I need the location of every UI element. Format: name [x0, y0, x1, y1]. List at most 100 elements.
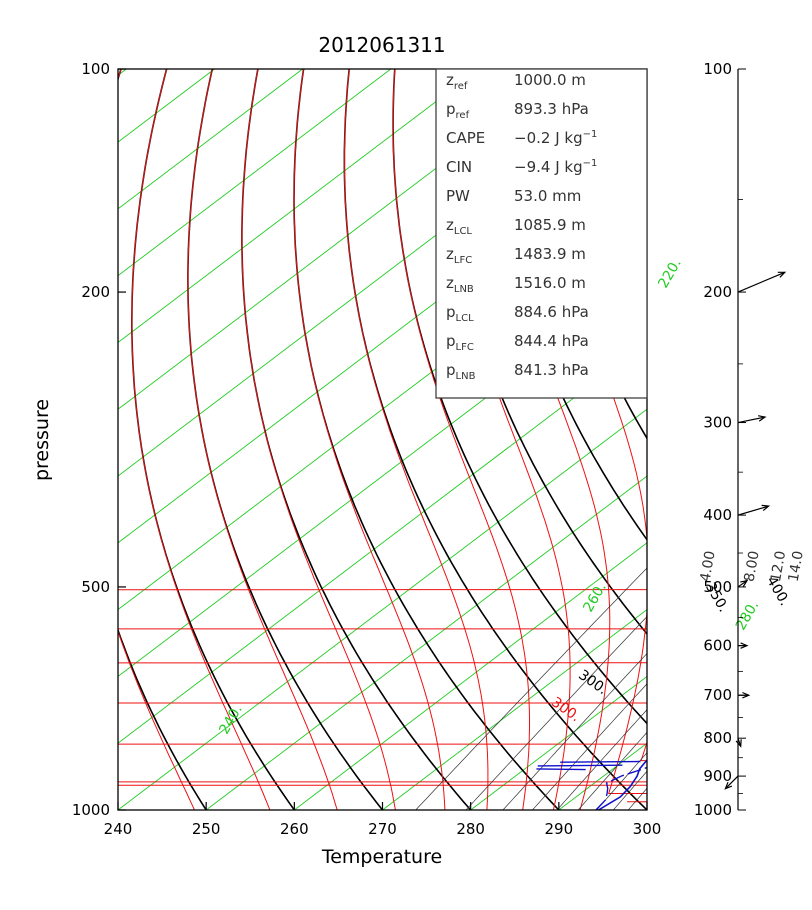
isotherm-line — [118, 408, 647, 810]
moist-adiabat-line — [293, 69, 446, 810]
sounding-parameters-box: zref 1000.0 m pref 893.3 hPa CAPE −0.2 J kg−1… — [435, 68, 648, 399]
x-axis-title: Temperature — [321, 846, 442, 868]
wind-axis-label: 600 — [703, 637, 732, 655]
mixing-ratio-label: 8.00 — [742, 550, 763, 583]
x-tick-label: 300 — [633, 820, 662, 838]
info-label: pLFC — [446, 332, 474, 353]
dewpoint-spike-line — [537, 764, 623, 767]
wind-arrow-head — [742, 691, 751, 699]
mixing-ratio-line — [577, 731, 647, 810]
moist-adiabat-line — [0, 505, 812, 810]
moist-adiabat-line — [118, 69, 195, 810]
wind-axis-label: 200 — [703, 283, 732, 301]
moist-adiabat-line — [187, 69, 338, 810]
dewpoint-profile-line — [595, 766, 647, 810]
info-value: 1483.9 m — [514, 245, 586, 263]
isotherm-line — [118, 69, 127, 76]
isotherm-line — [118, 69, 392, 277]
mixing-ratio-line — [415, 567, 647, 810]
dewpoint-spike-line — [536, 768, 586, 771]
info-value: 1085.9 m — [514, 216, 586, 234]
mixing-ratio-line — [556, 709, 647, 810]
isotherm-label: 280. — [733, 598, 762, 633]
moist-adiabat-line — [392, 69, 530, 810]
moist-adiabat-line — [0, 69, 812, 810]
info-value: 884.6 hPa — [514, 303, 589, 321]
dewpoint-spike-line — [560, 760, 641, 763]
moist-adiabat-line — [0, 69, 812, 810]
isotherm-label: 220. — [655, 256, 684, 291]
y-tick-label: 200 — [81, 283, 110, 301]
wind-profile-panel: 100 200 300 400 500 600 700 800 900 1000 — [694, 60, 787, 819]
moist-adiabat-label: 300. — [548, 694, 583, 725]
wind-axis-label: 800 — [703, 729, 732, 747]
wind-axis-label: 400 — [703, 506, 732, 524]
info-value: 841.3 hPa — [514, 361, 589, 379]
isotherm-line — [382, 609, 647, 810]
x-tick-label: 260 — [280, 820, 309, 838]
mixing-ratio-label: 4.00 — [698, 550, 719, 583]
sounding-traces — [536, 302, 812, 810]
wind-axis-label: 300 — [703, 414, 732, 432]
moist-adiabat-line — [241, 69, 396, 810]
dry-adiabat-line — [760, 69, 812, 810]
y-axis-title: pressure — [31, 399, 53, 481]
wind-arrow-head — [757, 415, 767, 422]
dry-adiabat-line — [118, 69, 207, 810]
x-tick-label: 270 — [368, 820, 397, 838]
wind-arrow — [724, 775, 739, 790]
info-value: −9.4 J kg−1 — [514, 158, 597, 176]
isotherm-line — [294, 542, 647, 810]
moist-adiabat-line — [343, 69, 489, 810]
x-tick-label: 250 — [192, 820, 221, 838]
info-label: pLCL — [446, 303, 474, 324]
info-label: pref — [446, 100, 470, 121]
info-value: −0.2 J kg−1 — [514, 129, 597, 147]
dry-adiabat-line — [806, 69, 812, 810]
mixing-ratio-line — [532, 683, 647, 810]
isotherm-line — [118, 208, 647, 611]
isotherm-line — [118, 275, 647, 678]
mixing-ratio-label: 12.0 — [768, 550, 789, 583]
wind-axis-label: 100 — [703, 60, 732, 78]
wind-arrow — [737, 416, 766, 424]
isotherm-label: 240. — [216, 702, 245, 737]
wind-axis-label: 1000 — [694, 801, 732, 819]
dry-adiabat-line — [669, 69, 812, 810]
mixing-ratio-line — [655, 453, 812, 810]
isotherm-line — [470, 675, 647, 810]
info-value: 1000.0 m — [514, 71, 586, 89]
info-label: zref — [446, 71, 468, 92]
isotherm-line — [205, 475, 647, 810]
isotherm-line — [118, 341, 647, 744]
wind-arrow-head — [761, 504, 771, 512]
mixing-ratio-line — [465, 616, 647, 810]
info-label: CIN — [446, 158, 472, 176]
info-label: pLNB — [446, 361, 476, 382]
moist-adiabat-line — [0, 69, 812, 810]
info-box-frame — [435, 68, 648, 399]
moist-adiabat-line — [131, 69, 271, 810]
wind-axis-label: 900 — [703, 767, 732, 785]
info-label: zLCL — [446, 216, 472, 237]
mixing-ratio-line — [502, 652, 647, 810]
isotherm-line — [118, 69, 480, 344]
wind-arrow — [737, 271, 786, 293]
info-value: 893.3 hPa — [514, 100, 589, 118]
info-label: zLFC — [446, 245, 472, 266]
x-tick-label: 290 — [545, 820, 574, 838]
info-label: PW — [446, 187, 470, 205]
info-value: 53.0 mm — [514, 187, 581, 205]
wind-arrow-head — [740, 579, 749, 587]
axis-ticks: 240 250 260 270 280 290 300 100 200 500 1000 — [72, 60, 662, 838]
upper-trace-line — [794, 302, 812, 308]
wind-arrow-head — [740, 642, 749, 649]
wind-arrow-head — [735, 739, 742, 748]
wind-axis-label: 700 — [703, 686, 732, 704]
x-tick-label: 280 — [456, 820, 485, 838]
chart-title: 2012061311 — [318, 33, 445, 57]
x-tick-label: 240 — [104, 820, 133, 838]
info-label: zLNB — [446, 274, 474, 295]
isotherm-label: 260. — [580, 580, 609, 615]
